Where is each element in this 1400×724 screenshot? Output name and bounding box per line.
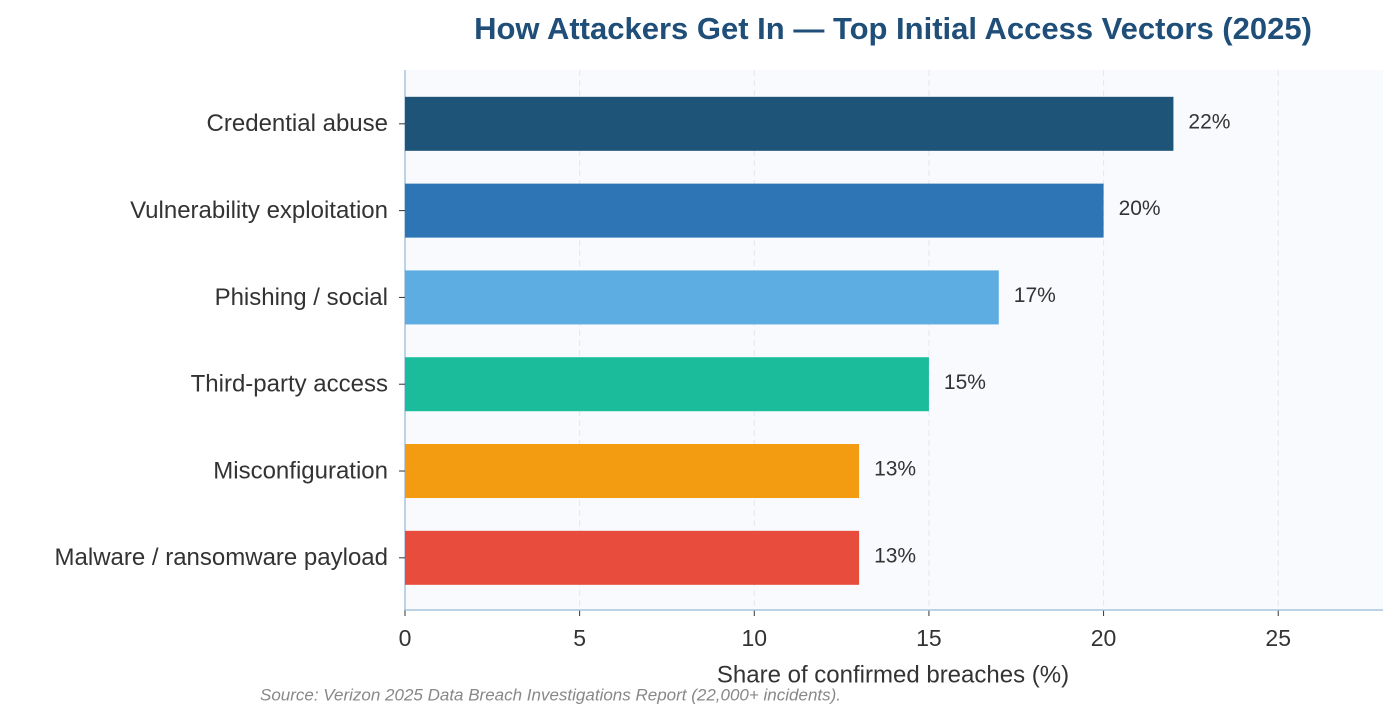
x-tick-label: 10	[741, 625, 767, 651]
x-tick-label: 15	[916, 625, 942, 651]
x-tick-label: 25	[1265, 625, 1291, 651]
y-tick-label: Misconfiguration	[213, 457, 388, 484]
x-tick-label: 0	[399, 625, 412, 651]
y-tick-label: Credential abuse	[207, 110, 388, 137]
bar	[405, 96, 1174, 151]
y-tick-label: Vulnerability exploitation	[130, 197, 388, 224]
x-tick-label: 5	[573, 625, 586, 651]
bar	[405, 444, 860, 499]
value-label: 22%	[1188, 110, 1230, 133]
value-label: 15%	[944, 371, 986, 394]
bar	[405, 357, 929, 412]
y-tick-label: Third-party access	[191, 371, 388, 398]
plot-area	[405, 70, 1383, 610]
y-tick-label: Phishing / social	[215, 284, 388, 311]
y-tick-label: Malware / ransomware payload	[55, 544, 388, 571]
value-label: 17%	[1014, 284, 1056, 307]
bar	[405, 530, 860, 585]
chart-title: How Attackers Get In — Top Initial Acces…	[474, 11, 1312, 46]
x-tick-label: 20	[1091, 625, 1117, 651]
value-label: 20%	[1119, 197, 1161, 220]
value-label: 13%	[874, 458, 916, 481]
bar	[405, 183, 1104, 238]
source-note: Source: Verizon 2025 Data Breach Investi…	[260, 685, 841, 704]
x-axis-label: Share of confirmed breaches (%)	[717, 661, 1069, 688]
bar	[405, 270, 999, 325]
value-label: 13%	[874, 544, 916, 567]
